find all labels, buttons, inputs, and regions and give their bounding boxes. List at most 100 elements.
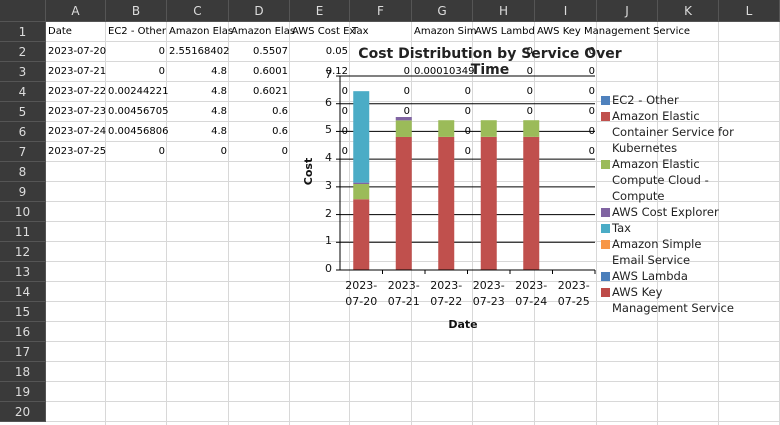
column-header[interactable]: E bbox=[290, 0, 350, 22]
row-header[interactable]: 7 bbox=[0, 142, 46, 162]
cell: 2023-07-22 bbox=[48, 86, 107, 97]
row-line bbox=[46, 241, 780, 242]
y-tick-label: 3 bbox=[325, 178, 332, 192]
y-tick-label: 2 bbox=[325, 206, 332, 220]
cell: 0.00456806 bbox=[108, 126, 169, 137]
cell: 4.8 bbox=[211, 66, 227, 77]
cell: 2023-07-24 bbox=[48, 126, 107, 137]
legend-item: AWS Cost Explorer bbox=[600, 204, 734, 220]
legend-swatch bbox=[601, 224, 610, 233]
x-tick-label: 2023-07-25 bbox=[557, 279, 590, 308]
cell: 2023-07-23 bbox=[48, 106, 107, 117]
row-line bbox=[46, 81, 780, 82]
row-line bbox=[46, 141, 780, 142]
column-header[interactable]: C bbox=[167, 0, 229, 22]
row-line bbox=[46, 421, 780, 422]
legend-item: AWS Lambda bbox=[600, 268, 734, 284]
row-header[interactable]: 8 bbox=[0, 162, 46, 182]
cell: 4.8 bbox=[211, 106, 227, 117]
cell: 0.12 bbox=[325, 66, 348, 77]
cell: 2.55168402 bbox=[169, 46, 230, 57]
legend-swatch bbox=[601, 208, 610, 217]
row-header[interactable]: 14 bbox=[0, 282, 46, 302]
row-line bbox=[46, 281, 780, 282]
row-line bbox=[46, 321, 780, 322]
legend-item: Amazon Simple Email Service bbox=[600, 236, 734, 268]
cell: 0 bbox=[526, 106, 533, 117]
row-header[interactable]: 2 bbox=[0, 42, 46, 62]
cell: 0.6 bbox=[272, 106, 288, 117]
column-header[interactable]: B bbox=[106, 0, 167, 22]
corner[interactable] bbox=[0, 0, 46, 22]
legend-item: AWS Key Management Service bbox=[600, 284, 734, 316]
column-header[interactable]: D bbox=[229, 0, 290, 22]
row-header[interactable]: 10 bbox=[0, 202, 46, 222]
cell: 0 bbox=[341, 106, 348, 117]
cell: 0 bbox=[526, 86, 533, 97]
bar-segment bbox=[353, 184, 370, 200]
row-header[interactable]: 11 bbox=[0, 222, 46, 242]
row-line bbox=[46, 121, 780, 122]
row-header[interactable]: 15 bbox=[0, 302, 46, 322]
cell: Tax bbox=[352, 26, 369, 37]
cell: 0.00010349 bbox=[414, 66, 475, 77]
row-line bbox=[46, 161, 780, 162]
legend-label: AWS Key Management Service bbox=[612, 285, 734, 315]
row-line bbox=[46, 221, 780, 222]
cell: 0 bbox=[220, 146, 227, 157]
cell: Amazon Elas bbox=[231, 26, 296, 37]
legend-swatch bbox=[601, 160, 610, 169]
cell: AWS Lambd bbox=[475, 26, 535, 37]
cell: 0.00244221 bbox=[108, 86, 169, 97]
cell: 0.05 bbox=[325, 46, 348, 57]
row-line bbox=[46, 201, 780, 202]
legend-label: AWS Cost Explorer bbox=[612, 205, 719, 219]
row-header[interactable]: 16 bbox=[0, 322, 46, 342]
cell: 0.6 bbox=[272, 126, 288, 137]
row-header[interactable]: 12 bbox=[0, 242, 46, 262]
row-header[interactable]: 9 bbox=[0, 182, 46, 202]
row-header[interactable]: 20 bbox=[0, 402, 46, 422]
column-header[interactable]: K bbox=[658, 0, 719, 22]
column-header[interactable]: G bbox=[412, 0, 473, 22]
cell: 0 bbox=[464, 86, 471, 97]
cell: Amazon Elas bbox=[169, 26, 234, 37]
bar-segment bbox=[353, 182, 370, 185]
row-header[interactable]: 6 bbox=[0, 122, 46, 142]
cell: AWS Cost Ex bbox=[292, 26, 356, 37]
row-line bbox=[46, 101, 780, 102]
y-tick-label: 1 bbox=[325, 234, 332, 248]
row-header[interactable]: 1 bbox=[0, 22, 46, 42]
cell: 0 bbox=[464, 106, 471, 117]
row-line bbox=[46, 61, 780, 62]
row-header[interactable]: 18 bbox=[0, 362, 46, 382]
column-header[interactable]: F bbox=[350, 0, 412, 22]
cell: 0.6001 bbox=[253, 66, 288, 77]
column-header[interactable]: A bbox=[46, 0, 106, 22]
legend-swatch bbox=[601, 288, 610, 297]
cell: 0 bbox=[403, 86, 410, 97]
row-header[interactable]: 5 bbox=[0, 102, 46, 122]
cell: 2023-07-25 bbox=[48, 146, 107, 157]
bar-segment bbox=[523, 136, 540, 270]
row-header[interactable]: 13 bbox=[0, 262, 46, 282]
cell: 0 bbox=[403, 66, 410, 77]
row-header[interactable]: 4 bbox=[0, 82, 46, 102]
y-tick-label: 7 bbox=[325, 68, 332, 81]
row-header[interactable]: 19 bbox=[0, 382, 46, 402]
column-header[interactable]: H bbox=[473, 0, 535, 22]
cell: EC2 - Other bbox=[108, 26, 167, 37]
legend: EC2 - Other Amazon Elastic Container Serv… bbox=[600, 92, 750, 316]
row-header[interactable]: 3 bbox=[0, 62, 46, 82]
column-header[interactable]: I bbox=[535, 0, 597, 22]
column-header[interactable]: J bbox=[597, 0, 658, 22]
cell: 0.6021 bbox=[253, 86, 288, 97]
cell: 2023-07-20 bbox=[48, 46, 107, 57]
cell: 0 bbox=[526, 66, 533, 77]
bar-segment bbox=[395, 136, 412, 270]
row-header[interactable]: 17 bbox=[0, 342, 46, 362]
cell: 0 bbox=[588, 46, 595, 57]
y-axis-label: Cost bbox=[302, 157, 316, 186]
